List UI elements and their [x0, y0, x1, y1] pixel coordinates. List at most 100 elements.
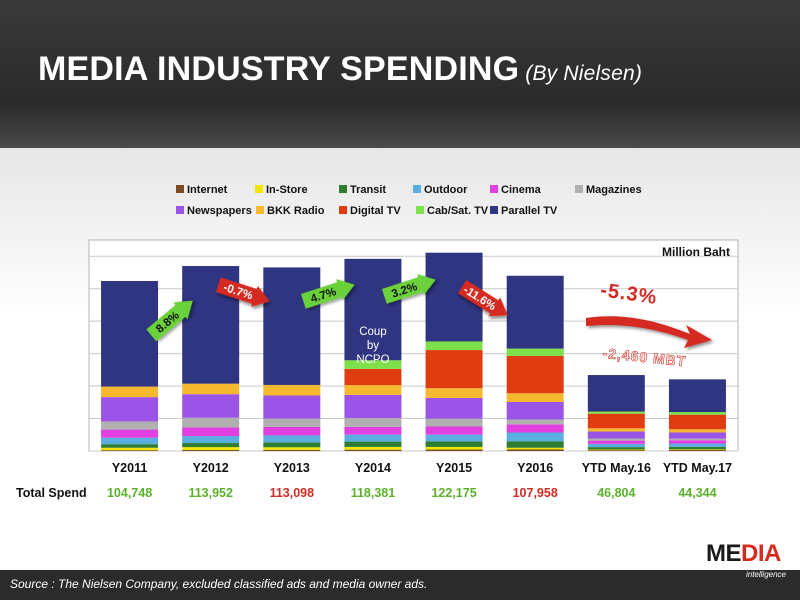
bar-segment-newspapers: [182, 394, 240, 418]
bar-segment-in-store: [344, 446, 402, 450]
bar-segment-internet: [425, 449, 483, 451]
bar-segment-in-store: [425, 446, 483, 450]
bar-segment-newspapers: [263, 395, 321, 419]
bar-segment-bkk-radio: [425, 388, 483, 398]
total-value: 118,381: [351, 486, 396, 500]
source-footer: Source : The Nielsen Company, excluded c…: [0, 570, 800, 600]
bar-segment-bkk-radio: [263, 384, 321, 396]
bar-segment-cinema: [668, 440, 726, 444]
legend-swatch-transit: [339, 185, 347, 193]
total-value: 46,804: [597, 486, 635, 500]
bar-segment-cinema: [101, 429, 159, 438]
bar-segment-outdoor: [101, 437, 159, 445]
legend-label-in-store: In-Store: [266, 184, 308, 196]
legend-swatch-bkk-radio: [256, 206, 264, 214]
bar-segment-digital-tv: [425, 350, 483, 389]
bar-segment-digital-tv: [668, 414, 726, 430]
bar-segment-internet: [344, 449, 402, 451]
legend-swatch-magazines: [575, 185, 583, 193]
bar-segment-cinema: [182, 427, 240, 437]
bar-segment-internet: [587, 450, 645, 451]
x-tick-label: Y2011: [112, 461, 148, 475]
legend-label-bkk-radio: BKK Radio: [267, 205, 325, 217]
bar-segment-magazines: [425, 418, 483, 427]
total-spend-label: Total Spend: [16, 486, 87, 500]
bar-segment-transit: [587, 447, 645, 450]
bar-segment-outdoor: [263, 435, 321, 443]
bar-note-line: by: [367, 340, 379, 352]
bar-segment-internet: [668, 450, 726, 451]
total-value: 104,748: [107, 486, 152, 500]
bar-segment-outdoor: [506, 432, 564, 442]
stacked-bar-chart: Internet In-Store Transit Outdoor Cinema Maga…: [16, 184, 739, 500]
x-tick-label: Y2015: [436, 461, 472, 475]
bar-segment-transit: [263, 442, 321, 448]
bar-segment-outdoor: [668, 443, 726, 447]
bar-segment-cab-sat-tv: [668, 412, 726, 415]
bar-segment-bkk-radio: [101, 386, 159, 398]
legend-label-cab-sat-tv: Cab/Sat. TV: [427, 205, 489, 217]
bar-segment-in-store: [263, 447, 321, 450]
legend-swatch-in-store: [255, 185, 263, 193]
bar-segment-newspapers: [506, 401, 564, 420]
unit-label: Million Baht: [662, 245, 730, 259]
bar-segment-digital-tv: [344, 368, 402, 386]
bar-segment-parallel-tv: [506, 275, 564, 349]
legend-label-internet: Internet: [187, 184, 228, 196]
bar-segment-transit: [425, 441, 483, 447]
bar-segment-transit: [344, 441, 402, 447]
logo-word-a: ME: [706, 540, 742, 567]
bar-segment-in-store: [668, 449, 726, 451]
bar-segment-in-store: [182, 447, 240, 451]
legend-label-cinema: Cinema: [501, 184, 542, 196]
bar-note-line: Coup: [359, 326, 387, 338]
legend-swatch-outdoor: [413, 185, 421, 193]
bar-segment-newspapers: [101, 397, 159, 422]
slide-title: MEDIA INDUSTRY SPENDING (By Nielsen): [38, 50, 642, 89]
total-value: 113,098: [270, 486, 315, 500]
bar-segment-transit: [182, 443, 240, 448]
legend-swatch-digital-tv: [339, 206, 347, 214]
total-value: 107,958: [513, 486, 558, 500]
bar-segment-cab-sat-tv: [506, 348, 564, 356]
total-value: 44,344: [678, 486, 716, 500]
bar-segment-internet: [263, 449, 321, 451]
x-tick-label: YTD May.16: [582, 461, 651, 475]
legend-label-magazines: Magazines: [586, 184, 642, 196]
x-tick-label: YTD May.17: [663, 461, 732, 475]
x-tick-label: Y2016: [517, 461, 553, 475]
bar-segment-parallel-tv: [587, 375, 645, 412]
legend-swatch-parallel-tv: [490, 206, 498, 214]
bar-segment-newspapers: [344, 394, 402, 419]
chart-area: Internet In-Store Transit Outdoor Cinema Maga…: [0, 148, 800, 570]
bar-segment-magazines: [587, 438, 645, 441]
growth-arrow-shape: [146, 300, 193, 342]
bar-segment-cinema: [506, 424, 564, 433]
growth-arrow-shape: [458, 280, 508, 317]
legend-swatch-cinema: [490, 185, 498, 193]
bar-segment-magazines: [668, 438, 726, 441]
legend-swatch-internet: [176, 185, 184, 193]
growth-arrow-shape: [215, 277, 270, 307]
logo-word-b: DIA: [741, 540, 781, 567]
bar-segment-in-store: [587, 449, 645, 451]
bar-segment-bkk-radio: [182, 383, 240, 395]
bar-segment-parallel-tv: [263, 267, 321, 385]
bar-segment-parallel-tv: [668, 379, 726, 413]
bar-segment-parallel-tv: [344, 258, 402, 361]
x-tick-label: Y2014: [355, 461, 391, 475]
bar-segment-magazines: [344, 418, 402, 427]
bar-segment-digital-tv: [587, 413, 645, 429]
x-tick-label: Y2013: [274, 461, 310, 475]
ytd-change-arrow: [586, 316, 712, 348]
bar-segment-internet: [506, 449, 564, 451]
bar-segment-outdoor: [344, 434, 402, 442]
legend-label-digital-tv: Digital TV: [350, 205, 401, 217]
legend-label-newspapers: Newspapers: [187, 205, 252, 217]
total-value: 113,952: [188, 486, 233, 500]
bar-segment-cab-sat-tv: [587, 411, 645, 414]
bar-segment-transit: [668, 446, 726, 450]
legend-swatch-cab-sat-tv: [416, 206, 424, 214]
bar-segment-internet: [182, 450, 240, 451]
legend-label-parallel-tv: Parallel TV: [501, 205, 558, 217]
